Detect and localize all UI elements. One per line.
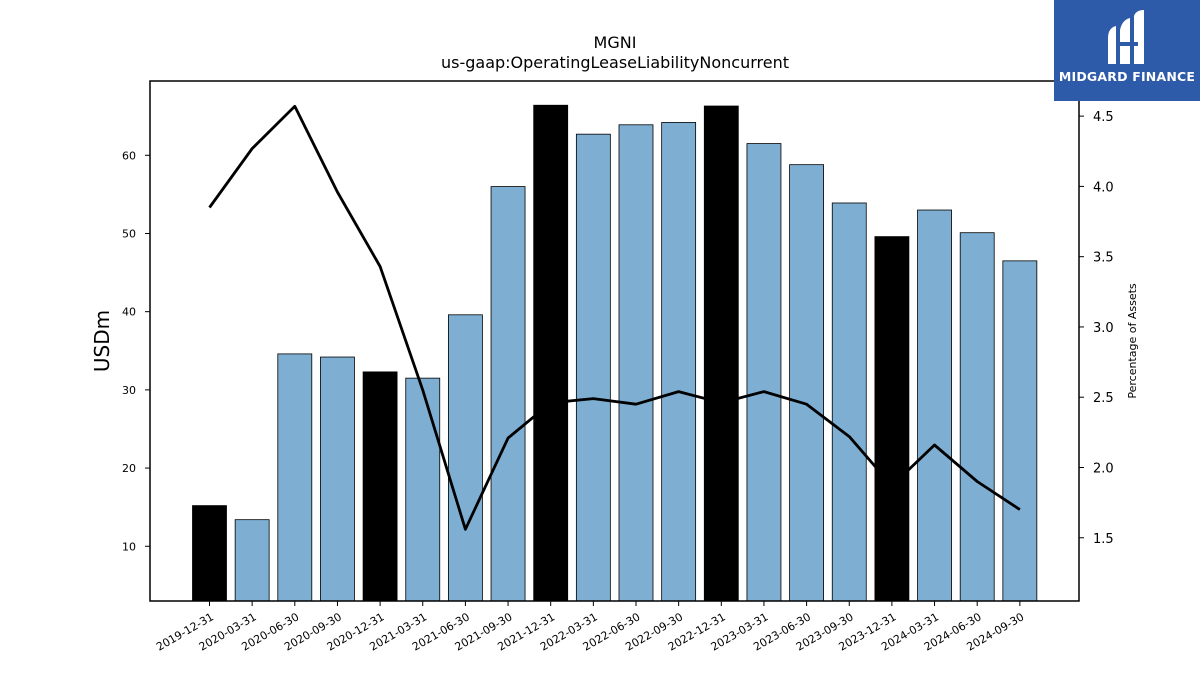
bar-2022-09-30 xyxy=(661,122,697,602)
bar-2020-12-31 xyxy=(362,371,398,602)
y-axis-left: 10 20 30 40 50 60 xyxy=(122,149,150,553)
y2-tick-label: 2.5 xyxy=(1093,391,1114,406)
y2-tick-label: 4.5 xyxy=(1093,110,1114,125)
bar-series xyxy=(192,104,1038,602)
bar-2023-06-30 xyxy=(789,164,824,602)
bar-2024-03-31 xyxy=(917,209,952,602)
logo-text: MIDGARD FINANCE xyxy=(1058,69,1196,84)
y2-axis-label: Percentage of Assets xyxy=(1126,283,1139,399)
bar-2019-12-31 xyxy=(192,505,227,602)
midgard-logo-icon xyxy=(1108,10,1144,64)
y2-tick-label: 3.0 xyxy=(1093,321,1114,336)
y2-tick-label: 1.5 xyxy=(1093,532,1114,547)
bar-2022-03-31 xyxy=(575,133,611,602)
y-axis-label: USDm xyxy=(90,310,114,372)
y-tick-label: 30 xyxy=(122,384,136,397)
bar-2023-03-31 xyxy=(746,143,782,602)
y-tick-label: 10 xyxy=(122,540,136,553)
bar-2020-09-30 xyxy=(320,356,355,602)
y2-tick-label: 3.5 xyxy=(1093,251,1114,266)
bar-2022-12-31 xyxy=(703,105,739,602)
bar-2020-06-30 xyxy=(277,353,313,602)
bar-2020-03-31 xyxy=(234,519,270,602)
y2-tick-label: 2.0 xyxy=(1093,461,1114,476)
bar-2024-06-30 xyxy=(959,232,995,602)
plot-frame xyxy=(149,80,1080,602)
percentage-of-assets-line xyxy=(208,104,1021,531)
line-series-layer xyxy=(208,104,1021,531)
y2-tick-label: 4.0 xyxy=(1093,180,1114,195)
y-tick-label: 40 xyxy=(122,306,136,319)
bar-2023-12-31 xyxy=(874,236,910,602)
bar-2021-09-30 xyxy=(490,186,526,602)
bar-2021-12-31 xyxy=(533,104,569,602)
chart-title: MGNI xyxy=(594,33,637,52)
y-tick-label: 60 xyxy=(122,149,136,162)
bar-2023-09-30 xyxy=(831,202,867,602)
bar-2021-06-30 xyxy=(447,314,483,602)
y-axis-right: 1.5 2.0 2.5 3.0 3.5 4.0 4.5 xyxy=(1079,110,1114,547)
midgard-finance-logo: MIDGARD FINANCE xyxy=(1054,0,1200,101)
bar-2024-09-30 xyxy=(1002,260,1038,602)
bar-2021-03-31 xyxy=(405,377,441,602)
bar-2022-06-30 xyxy=(618,124,654,602)
y-tick-label: 20 xyxy=(122,462,136,475)
y-tick-label: 50 xyxy=(122,227,136,240)
chart-subtitle: us-gaap:OperatingLeaseLiabilityNoncurren… xyxy=(441,53,789,72)
x-axis: 2019-12-312020-03-312020-06-302020-09-30… xyxy=(154,601,1026,654)
